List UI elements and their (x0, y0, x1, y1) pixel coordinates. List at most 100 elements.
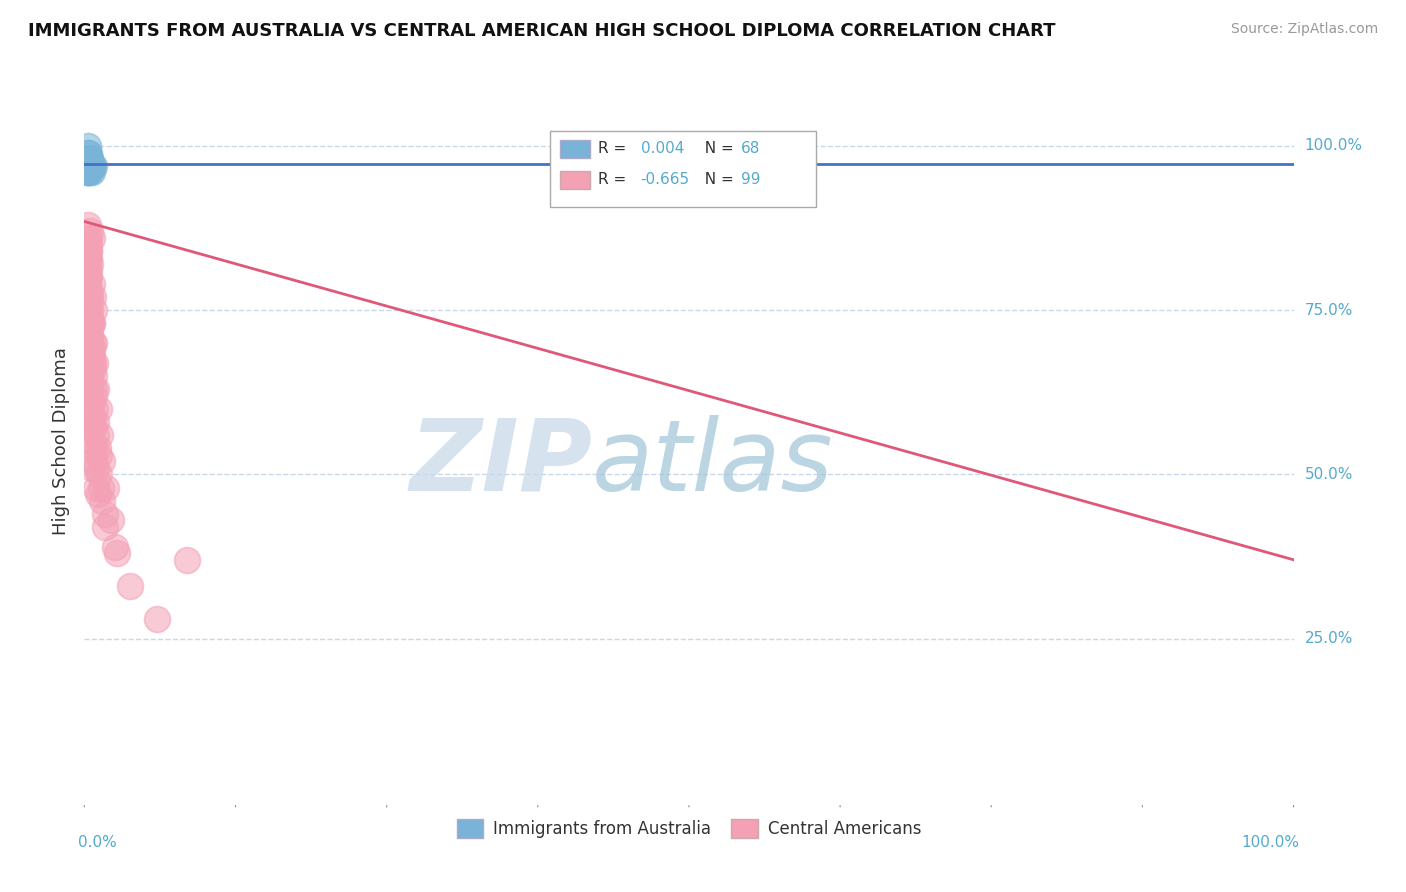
Text: IMMIGRANTS FROM AUSTRALIA VS CENTRAL AMERICAN HIGH SCHOOL DIPLOMA CORRELATION CH: IMMIGRANTS FROM AUSTRALIA VS CENTRAL AME… (28, 22, 1056, 40)
Point (77, 159, 100, 173)
Point (77, 159, 100, 173)
Point (79, 152, 101, 166)
Point (79, 159, 101, 173)
Point (79, 159, 101, 173)
Point (77, 244, 100, 258)
Point (77, 395, 100, 409)
Point (80, 159, 103, 173)
Point (79, 159, 101, 173)
FancyBboxPatch shape (560, 170, 589, 188)
Point (83, 159, 105, 173)
Point (77, 152, 100, 166)
Text: 75.0%: 75.0% (1305, 302, 1353, 318)
Point (77, 231, 100, 245)
Point (77, 159, 100, 173)
Text: 100.0%: 100.0% (1305, 138, 1362, 153)
Point (77, 270, 100, 285)
Point (82, 362, 104, 376)
Point (77, 277, 100, 291)
Point (83, 441, 105, 455)
Point (82, 356, 104, 370)
Point (77, 159, 100, 173)
Point (79, 421, 101, 435)
Point (77, 159, 100, 173)
Point (80, 277, 103, 291)
Point (77, 270, 100, 285)
Point (91, 454, 114, 468)
Point (77, 152, 100, 166)
Point (83, 454, 105, 468)
Point (79, 165, 101, 179)
Point (77, 284, 100, 298)
Point (176, 553, 198, 567)
Point (79, 159, 101, 173)
Point (77, 296, 100, 310)
Point (79, 329, 101, 343)
Point (77, 296, 100, 310)
Point (83, 382, 105, 396)
Point (77, 310, 100, 324)
Point (77, 329, 100, 343)
Point (77, 218, 100, 232)
Point (77, 356, 100, 370)
Point (79, 316, 101, 330)
Point (80, 316, 103, 330)
Text: 100.0%: 100.0% (1241, 835, 1299, 850)
Point (77, 270, 100, 285)
Point (86, 481, 108, 495)
Point (79, 257, 101, 271)
Text: R =: R = (599, 172, 631, 186)
Point (77, 284, 100, 298)
Point (77, 159, 100, 173)
Point (77, 277, 100, 291)
Point (77, 323, 100, 337)
Point (77, 159, 100, 173)
Point (77, 159, 100, 173)
Point (77, 159, 100, 173)
Point (77, 343, 100, 357)
Point (80, 343, 103, 357)
Point (77, 159, 100, 173)
Point (80, 159, 103, 173)
Point (84, 356, 107, 370)
Text: 25.0%: 25.0% (1305, 632, 1353, 646)
Text: 0.004: 0.004 (641, 142, 683, 156)
Point (77, 159, 100, 173)
Point (80, 409, 103, 423)
Point (77, 159, 100, 173)
Point (77, 284, 100, 298)
Point (77, 316, 100, 330)
Text: atlas: atlas (592, 415, 834, 512)
Point (77, 251, 100, 265)
Point (80, 316, 103, 330)
FancyBboxPatch shape (560, 140, 589, 158)
Point (79, 382, 101, 396)
Point (79, 336, 101, 351)
Point (77, 310, 100, 324)
Point (104, 540, 127, 554)
Point (120, 579, 142, 593)
Y-axis label: High School Diploma: High School Diploma (52, 348, 70, 535)
Point (94, 507, 117, 521)
Point (83, 388, 105, 402)
Point (79, 159, 101, 173)
Text: 0.0%: 0.0% (79, 835, 117, 850)
Point (79, 159, 101, 173)
Point (87, 401, 110, 416)
Point (77, 336, 100, 351)
Point (77, 159, 100, 173)
Point (79, 368, 101, 383)
Text: R =: R = (599, 142, 631, 156)
Text: 99: 99 (741, 172, 761, 186)
Point (90, 481, 112, 495)
Point (82, 421, 104, 435)
Point (77, 329, 100, 343)
Point (77, 257, 100, 271)
Point (77, 152, 100, 166)
Point (79, 303, 101, 318)
Text: 50.0%: 50.0% (1305, 467, 1353, 482)
Text: 68: 68 (741, 142, 761, 156)
Point (77, 296, 100, 310)
Point (77, 165, 100, 179)
Point (77, 152, 100, 166)
